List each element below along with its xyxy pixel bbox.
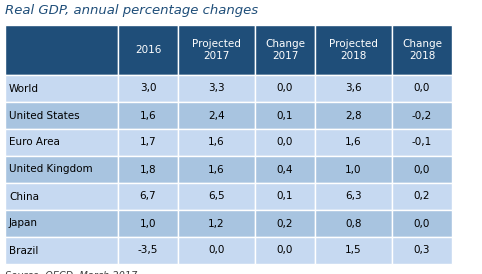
Text: 3,3: 3,3 (208, 84, 225, 93)
Text: United States: United States (9, 110, 80, 121)
Bar (118, 183, 178, 210)
Bar (392, 25, 452, 75)
Bar (178, 102, 255, 129)
Text: 2016: 2016 (135, 45, 161, 55)
Text: Projected
2017: Projected 2017 (192, 39, 241, 61)
Text: 3,6: 3,6 (345, 84, 362, 93)
Bar (392, 102, 452, 129)
Text: 1,6: 1,6 (208, 164, 225, 175)
Text: 0,0: 0,0 (414, 84, 430, 93)
Bar (315, 129, 392, 156)
Bar (392, 237, 452, 264)
Text: Japan: Japan (9, 218, 38, 229)
Text: 0,8: 0,8 (345, 218, 362, 229)
Text: 0,1: 0,1 (277, 110, 293, 121)
Text: 0,2: 0,2 (277, 218, 293, 229)
Text: United Kingdom: United Kingdom (9, 164, 93, 175)
Text: 1,6: 1,6 (345, 138, 362, 147)
Bar (178, 210, 255, 237)
Bar (5, 210, 118, 237)
Bar (118, 25, 178, 75)
Bar (392, 156, 452, 183)
Text: 1,0: 1,0 (345, 164, 362, 175)
Text: -0,1: -0,1 (412, 138, 432, 147)
Text: 0,3: 0,3 (414, 246, 430, 255)
Bar (118, 102, 178, 129)
Bar (178, 183, 255, 210)
Bar (5, 129, 118, 156)
Text: 0,4: 0,4 (277, 164, 293, 175)
Bar (392, 75, 452, 102)
Bar (255, 156, 315, 183)
Bar (178, 237, 255, 264)
Text: Change
2018: Change 2018 (402, 39, 442, 61)
Bar (255, 102, 315, 129)
Text: Projected
2018: Projected 2018 (329, 39, 378, 61)
Text: Real GDP, annual percentage changes: Real GDP, annual percentage changes (5, 4, 258, 17)
Bar (315, 102, 392, 129)
Text: -3,5: -3,5 (138, 246, 158, 255)
Text: 1,6: 1,6 (140, 110, 156, 121)
Bar (5, 25, 118, 75)
Bar (392, 129, 452, 156)
Bar (315, 156, 392, 183)
Bar (118, 75, 178, 102)
Text: 6,7: 6,7 (140, 192, 156, 201)
Bar (5, 237, 118, 264)
Text: 0,0: 0,0 (414, 218, 430, 229)
Bar (255, 75, 315, 102)
Text: World: World (9, 84, 39, 93)
Text: 1,0: 1,0 (140, 218, 156, 229)
Bar (118, 156, 178, 183)
Text: Source: OECD, March 2017: Source: OECD, March 2017 (5, 271, 137, 274)
Text: 2,8: 2,8 (345, 110, 362, 121)
Text: China: China (9, 192, 39, 201)
Bar (255, 237, 315, 264)
Bar (315, 183, 392, 210)
Bar (5, 183, 118, 210)
Text: 0,0: 0,0 (208, 246, 225, 255)
Text: 0,0: 0,0 (277, 246, 293, 255)
Text: 6,5: 6,5 (208, 192, 225, 201)
Bar (178, 129, 255, 156)
Bar (315, 75, 392, 102)
Text: 0,2: 0,2 (414, 192, 430, 201)
Text: 3,0: 3,0 (140, 84, 156, 93)
Bar (255, 210, 315, 237)
Bar (118, 129, 178, 156)
Text: 1,2: 1,2 (208, 218, 225, 229)
Text: Change
2017: Change 2017 (265, 39, 305, 61)
Text: 0,0: 0,0 (277, 138, 293, 147)
Text: 1,6: 1,6 (208, 138, 225, 147)
Bar (178, 25, 255, 75)
Bar (315, 237, 392, 264)
Bar (392, 210, 452, 237)
Bar (255, 183, 315, 210)
Text: 1,5: 1,5 (345, 246, 362, 255)
Text: 0,1: 0,1 (277, 192, 293, 201)
Text: Brazil: Brazil (9, 246, 39, 255)
Bar (315, 25, 392, 75)
Text: 2,4: 2,4 (208, 110, 225, 121)
Text: 1,8: 1,8 (140, 164, 156, 175)
Bar (118, 237, 178, 264)
Bar (5, 102, 118, 129)
Bar (5, 156, 118, 183)
Text: 0,0: 0,0 (277, 84, 293, 93)
Bar (118, 210, 178, 237)
Bar (315, 210, 392, 237)
Bar (392, 183, 452, 210)
Text: 1,7: 1,7 (140, 138, 156, 147)
Text: -0,2: -0,2 (412, 110, 432, 121)
Text: 6,3: 6,3 (345, 192, 362, 201)
Bar (255, 25, 315, 75)
Text: 0,0: 0,0 (414, 164, 430, 175)
Bar (178, 75, 255, 102)
Bar (5, 75, 118, 102)
Bar (178, 156, 255, 183)
Bar (255, 129, 315, 156)
Text: Euro Area: Euro Area (9, 138, 60, 147)
